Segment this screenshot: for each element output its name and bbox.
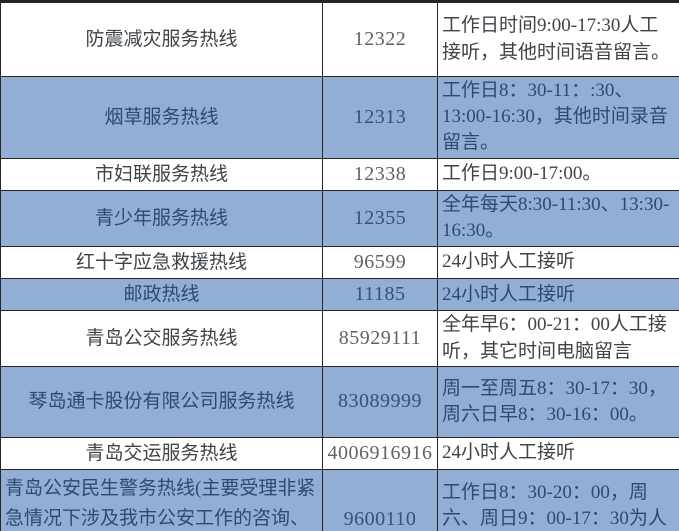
- phone-number-cell: 85929111: [322, 310, 438, 367]
- table-row: 琴岛通卡股份有限公司服务热线 83089999 周一至周五8：30-17：30，周六…: [0, 365, 679, 438]
- service-hours-cell: 周一至周五8：30-17：30，周六日早8：30-16：00。: [437, 365, 679, 438]
- table-row: 市妇联服务热线 12338 工作日9:00-17:00。: [0, 157, 679, 192]
- phone-number-cell: 9600110: [322, 469, 438, 531]
- table-row: 青岛公交服务热线 85929111 全年早6：00-21：00人工接听，其它时间电脑…: [0, 310, 679, 367]
- service-hours-cell: 工作日9:00-17:00。: [437, 157, 679, 192]
- service-hours-cell: 工作日时间9:00-17:30人工接听，其他时间语音留言。: [437, 2, 679, 77]
- table-row: 邮政热线 11185 24小时人工接听: [0, 277, 679, 312]
- phone-number-cell: 96599: [322, 245, 438, 279]
- hotline-name-cell: 红十字应急救援热线: [0, 245, 323, 279]
- phone-number-cell: 12338: [322, 157, 438, 192]
- phone-number-cell: 83089999: [322, 365, 438, 438]
- table-row: 青岛交运服务热线 4006916916 24小时人工接听: [0, 436, 679, 471]
- phone-number-cell: 11185: [322, 277, 438, 312]
- table-row: 烟草服务热线 12313 工作日8：30-11：:30、13:00-16:30，其他…: [0, 76, 679, 159]
- phone-number-cell: 4006916916: [322, 436, 438, 471]
- hotline-name-cell: 邮政热线: [0, 277, 323, 312]
- service-hours-cell: 工作日8：30-11：:30、13:00-16:30，其他时间录音留言。: [437, 76, 679, 159]
- hotline-name-cell: 青少年服务热线: [0, 190, 323, 247]
- service-hours-cell: 24小时人工接听: [437, 277, 679, 312]
- hotline-name-cell: 青岛公安民生警务热线(主要受理非紧急情况下涉及我市公安工作的咨询、投诉、举报、求…: [0, 469, 323, 531]
- hotline-name-cell: 防震减灾服务热线: [0, 2, 323, 77]
- table-row: 防震减灾服务热线 12322 工作日时间9:00-17:30人工接听，其他时间语音留…: [0, 2, 679, 77]
- service-hours-cell: 工作日8：30-20：00，周六、周日9：00-17：30为人工服务时间。: [437, 469, 679, 531]
- service-hours-cell: 24小时人工接听: [437, 245, 679, 279]
- hotline-name-cell: 烟草服务热线: [0, 76, 323, 159]
- service-hours-cell: 24小时人工接听: [437, 436, 679, 471]
- table-row: 红十字应急救援热线 96599 24小时人工接听: [0, 245, 679, 279]
- table-row: 青岛公安民生警务热线(主要受理非紧急情况下涉及我市公安工作的咨询、投诉、举报、求…: [0, 469, 679, 531]
- service-hours-cell: 全年早6：00-21：00人工接听，其它时间电脑留言: [437, 310, 679, 367]
- hotline-name-cell: 青岛公交服务热线: [0, 310, 323, 367]
- phone-number-cell: 12322: [322, 2, 438, 77]
- hotline-name-cell: 市妇联服务热线: [0, 157, 323, 192]
- hotline-name-cell: 琴岛通卡股份有限公司服务热线: [0, 365, 323, 438]
- table-top-partial-row: [0, 0, 679, 2]
- table-row: 青少年服务热线 12355 全年每天8:30-11:30、13:30-16:30。: [0, 190, 679, 247]
- phone-number-cell: 12355: [322, 190, 438, 247]
- service-hours-cell: 全年每天8:30-11:30、13:30-16:30。: [437, 190, 679, 247]
- hotline-name-cell: 青岛交运服务热线: [0, 436, 323, 471]
- phone-number-cell: 12313: [322, 76, 438, 159]
